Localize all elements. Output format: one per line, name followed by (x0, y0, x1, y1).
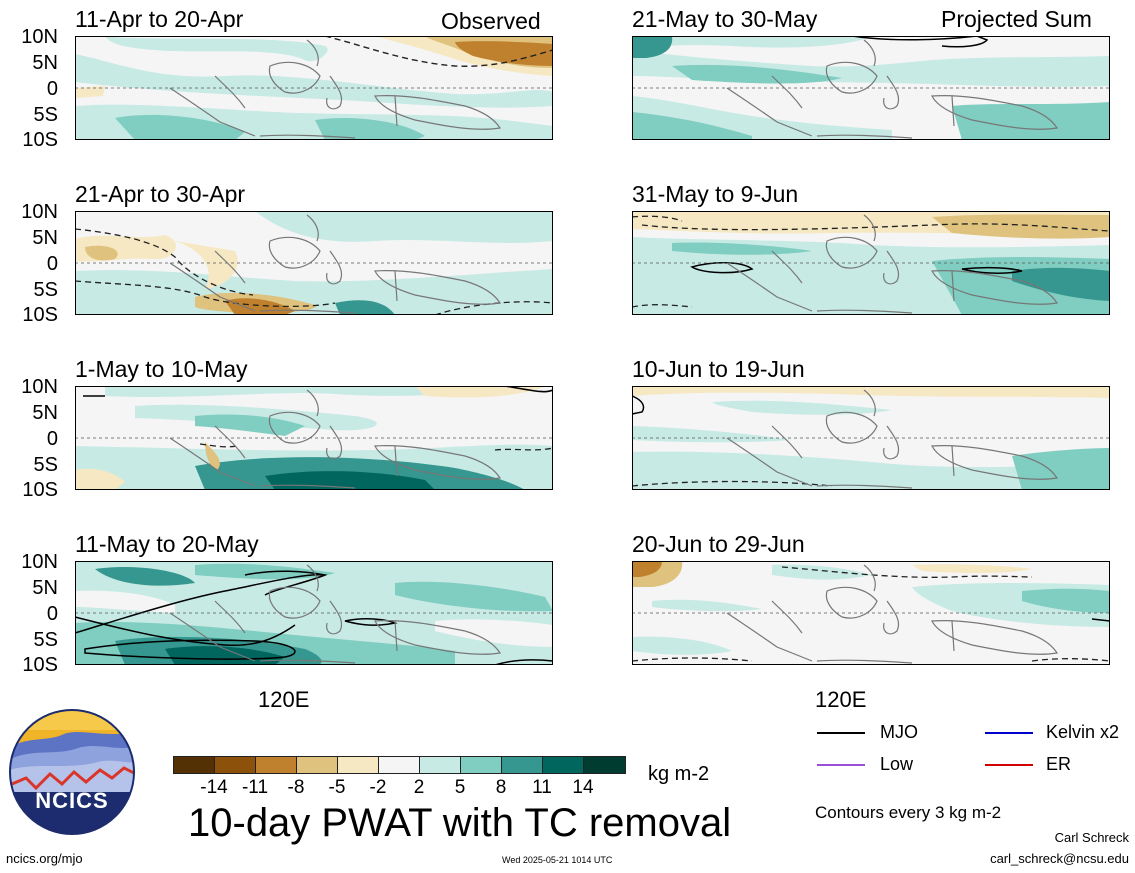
panel-title: 11-May to 20-May (75, 531, 259, 557)
colorbar-label: -5 (328, 777, 346, 798)
legend-swatch-low (817, 764, 865, 766)
colorbar-swatch (501, 756, 543, 774)
pwat-map (75, 386, 553, 490)
colorbar-label: 14 (572, 777, 594, 798)
pwat-map (632, 211, 1110, 315)
lat-label: 5S (33, 454, 58, 476)
lat-label: 5N (32, 402, 58, 424)
lat-label: 10S (22, 479, 58, 501)
panel-title: 11-Apr to 20-Apr (75, 6, 244, 32)
legend-label: Low (880, 754, 914, 774)
lat-label: 10S (22, 304, 58, 326)
panel-title: 1-May to 10-May (75, 356, 248, 382)
contour-note: Contours every 3 kg m-2 (815, 803, 1002, 822)
colorbar-label: 8 (495, 777, 507, 798)
panel-title: 31-May to 9-Jun (632, 181, 799, 207)
colorbar-swatch (296, 756, 338, 774)
footer-author: Carl Schreck (1054, 830, 1129, 845)
lat-label: 5S (33, 279, 58, 301)
lat-label: 10S (22, 129, 58, 151)
panel-tag-projected: Projected Sum (941, 6, 1092, 32)
pwat-map (632, 36, 1110, 140)
legend-label: ER (1046, 754, 1072, 774)
footer-timestamp: Wed 2025-05-21 1014 UTC (502, 855, 613, 865)
colorbar-label: 2 (413, 777, 425, 798)
footer-url[interactable]: ncics.org/mjo (6, 851, 83, 866)
lat-label: 5N (32, 227, 58, 249)
lat-label: 10S (22, 654, 58, 676)
lat-label: 10N (21, 551, 58, 573)
pwat-map (632, 386, 1110, 490)
lon-label: 120E (258, 687, 310, 712)
colorbar-swatch (419, 756, 461, 774)
logo-text: NCICS (35, 788, 109, 813)
pwat-map (632, 561, 1110, 665)
pwat-map (75, 561, 553, 665)
colorbar-swatch (173, 756, 215, 774)
lat-label: 5N (32, 577, 58, 599)
colorbar-swatch (214, 756, 256, 774)
lat-label: 0 (46, 603, 58, 625)
lat-label: 5S (33, 629, 58, 651)
lat-label: 0 (46, 428, 58, 450)
colorbar-label: 11 (532, 777, 552, 798)
legend-label: MJO (880, 722, 918, 742)
panel-title: 20-Jun to 29-Jun (632, 531, 805, 557)
legend-label: Kelvin x2 (1046, 722, 1120, 742)
colorbar-swatch (255, 756, 297, 774)
lat-label: 0 (46, 78, 58, 100)
lat-label: 5N (32, 52, 58, 74)
panel-tag-observed: Observed (441, 8, 541, 34)
colorbar-label: -2 (369, 777, 387, 798)
panel-title: 21-May to 30-May (632, 6, 818, 32)
lon-label: 120E (815, 687, 867, 712)
lat-label: 0 (46, 253, 58, 275)
colorbar-swatch (542, 756, 584, 774)
panel-title: 21-Apr to 30-Apr (75, 181, 246, 207)
colorbar-label: -14 (200, 777, 228, 798)
pwat-map (75, 211, 553, 315)
colorbar-label: -8 (287, 777, 305, 798)
colorbar-label: -11 (241, 777, 269, 798)
lat-label: 10N (21, 26, 58, 48)
lat-label: 5S (33, 104, 58, 126)
colorbar-swatch (460, 756, 502, 774)
legend-swatch-kelvin (985, 732, 1033, 734)
colorbar-units: kg m-2 (648, 763, 710, 785)
colorbar-swatch (583, 756, 626, 774)
footer-email[interactable]: carl_schreck@ncsu.edu (990, 851, 1129, 866)
colorbar-swatch (337, 756, 379, 774)
colorbar-swatch (378, 756, 420, 774)
legend-swatch-er (985, 764, 1033, 766)
lat-label: 10N (21, 376, 58, 398)
lat-label: 10N (21, 201, 58, 223)
pwat-map (75, 36, 553, 140)
legend-swatch-mjo (817, 732, 865, 734)
panel-title: 10-Jun to 19-Jun (632, 356, 805, 382)
colorbar-label: 5 (454, 777, 466, 798)
main-title: 10-day PWAT with TC removal (188, 801, 732, 845)
ncics-logo (9, 709, 135, 835)
